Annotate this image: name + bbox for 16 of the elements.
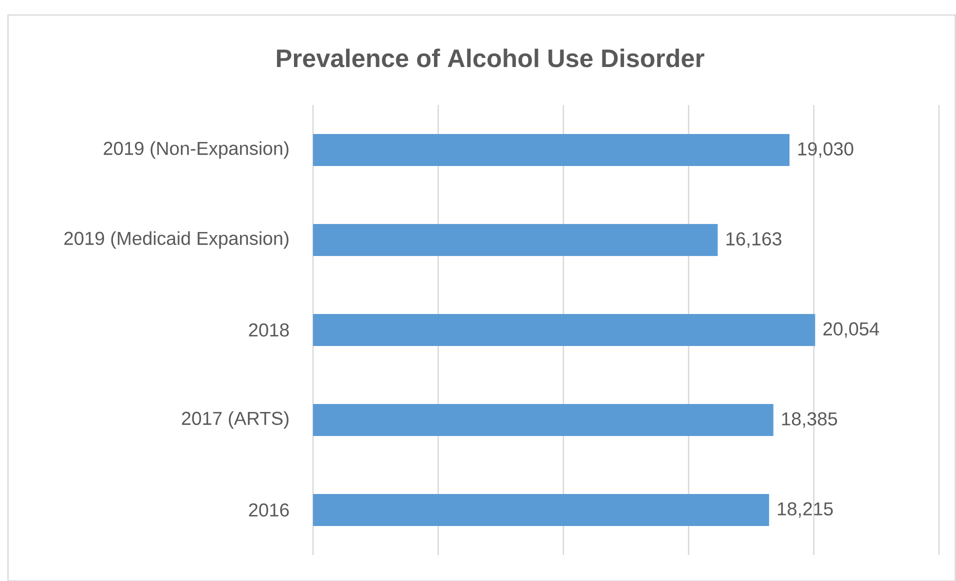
data-label: 18,385	[782, 412, 838, 428]
bar	[313, 314, 816, 346]
bar	[313, 494, 770, 526]
y-tick-label: 2016	[249, 503, 289, 517]
y-tick-label: 2019 (Medicaid Expansion)	[64, 231, 288, 249]
bar	[313, 404, 774, 436]
y-tick-label: 2017 (ARTS)	[182, 411, 288, 429]
data-label: 20,054	[823, 322, 880, 338]
bar	[313, 224, 718, 256]
y-tick-label: 2018	[249, 323, 289, 337]
chart-title: Prevalence of Alcohol Use Disorder	[277, 48, 704, 68]
y-tick-label: 2019 (Non-Expansion)	[104, 141, 288, 159]
bar	[313, 134, 790, 166]
data-label: 18,215	[778, 502, 833, 518]
data-label: 19,030	[798, 142, 854, 158]
data-label: 16,163	[726, 232, 782, 248]
